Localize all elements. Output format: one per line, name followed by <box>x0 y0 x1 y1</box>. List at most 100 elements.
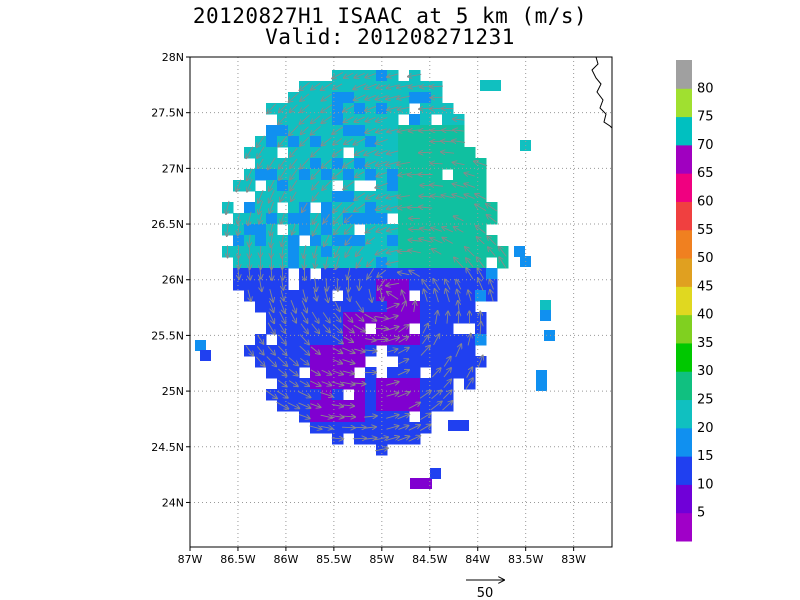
wind-cell <box>442 246 454 258</box>
colorbar-label: 65 <box>697 166 714 181</box>
wind-cell <box>321 356 333 368</box>
wind-vector <box>245 345 253 355</box>
wind-vector <box>298 402 310 408</box>
wind-vector <box>443 357 451 367</box>
wind-vector <box>386 283 400 285</box>
wind-vector <box>288 368 298 375</box>
wind-vector <box>290 169 298 180</box>
wind-cell <box>332 235 344 247</box>
wind-vector <box>299 380 309 386</box>
wind-vector <box>475 204 487 212</box>
wind-cell <box>490 80 501 91</box>
wind-vector <box>331 335 343 344</box>
wind-vector <box>377 85 387 88</box>
wind-vector <box>422 324 428 334</box>
wind-cell <box>431 169 443 181</box>
wind-vector <box>430 185 443 186</box>
wind-vector <box>281 234 283 246</box>
wind-vector <box>356 257 363 267</box>
wind-cell <box>431 301 443 313</box>
wind-vector <box>334 224 342 235</box>
wind-vector <box>309 426 321 429</box>
wind-vector <box>287 402 300 409</box>
wind-vector <box>314 245 317 257</box>
wind-cell <box>398 147 410 159</box>
wind-vector <box>365 73 376 78</box>
wind-cell <box>409 367 421 379</box>
wind-vector <box>267 345 275 354</box>
wind-vector <box>397 96 411 99</box>
wind-vector <box>302 202 308 212</box>
wind-cell <box>288 290 300 302</box>
wind-vector <box>430 401 442 410</box>
wind-vector <box>466 258 474 268</box>
wind-cell <box>288 213 300 225</box>
wind-cell <box>332 92 344 104</box>
colorbar-swatch <box>676 314 692 344</box>
wind-vector <box>355 171 365 177</box>
wind-cell <box>540 310 551 321</box>
wind-vector <box>398 272 410 274</box>
wind-vector <box>280 191 286 201</box>
wind-vector <box>486 204 498 212</box>
wind-vector <box>345 224 353 234</box>
wind-cell <box>343 191 355 203</box>
wind-vector <box>269 201 275 213</box>
wind-cell <box>387 400 399 412</box>
wind-vector <box>398 359 409 365</box>
wind-vector <box>441 152 455 153</box>
wind-cell <box>321 301 333 313</box>
wind-cell <box>365 378 377 390</box>
wind-vector <box>269 179 275 191</box>
wind-vector <box>266 356 276 367</box>
wind-cell <box>299 147 311 159</box>
wind-cell <box>409 92 421 104</box>
wind-vector <box>321 104 333 113</box>
wind-cell <box>354 213 366 225</box>
wind-cell <box>442 268 454 280</box>
wind-vector <box>386 327 398 331</box>
wind-vector <box>320 415 333 418</box>
wind-cell <box>480 80 491 91</box>
wind-vector <box>419 424 431 431</box>
wind-vector <box>236 179 242 192</box>
wind-cell <box>409 334 421 346</box>
wind-vector <box>290 312 296 322</box>
wind-vector <box>278 114 288 124</box>
wind-vector <box>226 200 229 214</box>
wind-vector <box>299 345 310 355</box>
wind-vector <box>269 300 273 312</box>
wind-cell <box>365 136 377 148</box>
wind-vector <box>354 94 366 100</box>
wind-vector <box>289 125 299 136</box>
wind-vector <box>454 257 464 268</box>
wind-cell <box>332 158 344 170</box>
wind-vector <box>364 427 376 428</box>
wind-cell <box>420 246 432 258</box>
wind-vector <box>322 312 330 322</box>
wind-vector <box>310 369 320 375</box>
wind-vector <box>299 334 309 345</box>
wind-vector <box>342 371 354 374</box>
wind-cell <box>255 235 267 247</box>
wind-cell <box>354 103 366 115</box>
wind-vector <box>322 93 332 101</box>
wind-vector <box>342 427 355 428</box>
wind-cell <box>431 323 443 335</box>
wind-vector <box>442 227 454 233</box>
wind-cell <box>458 420 469 431</box>
wind-vector <box>458 301 459 313</box>
wind-vector <box>419 391 431 399</box>
wind-vector <box>414 301 416 312</box>
lon-tick-label: 86W <box>273 553 298 566</box>
wind-vector <box>354 349 365 352</box>
wind-cell <box>398 224 410 236</box>
wind-vector <box>365 160 376 166</box>
wind-vector <box>386 382 399 386</box>
wind-vector <box>292 224 295 235</box>
wind-vector <box>258 158 264 168</box>
latitude-axis: 24N 24.5N 25N 25.5N 26N 26.5N 27N 27.5N 28N <box>151 51 190 509</box>
wind-vector <box>279 323 286 333</box>
wind-vector <box>269 289 273 302</box>
wind-vector <box>422 280 430 290</box>
